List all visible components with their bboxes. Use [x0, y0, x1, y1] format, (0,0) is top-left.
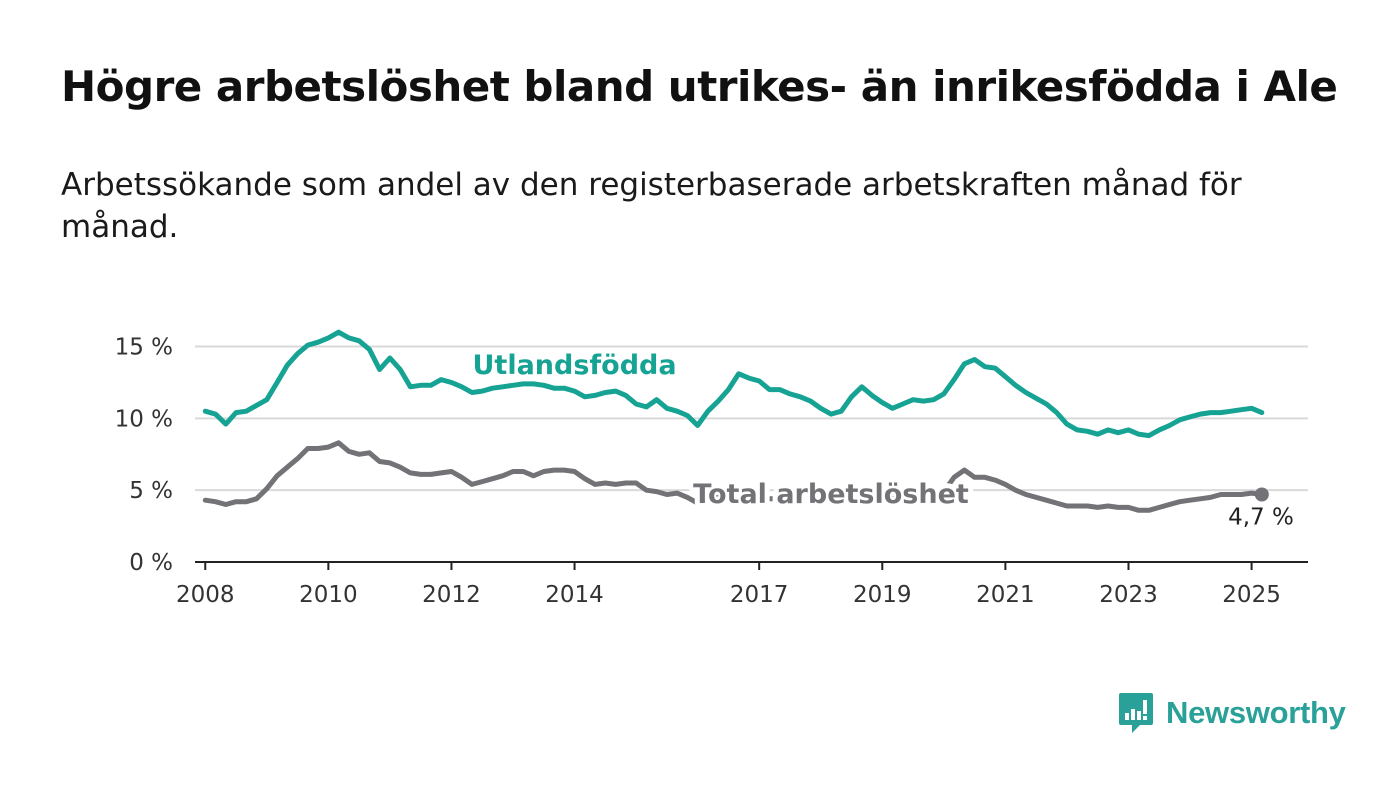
- gridlines: [195, 345, 1308, 563]
- series-line-0: [202, 329, 1265, 439]
- x-tick-label: 2025: [1222, 582, 1281, 608]
- x-tick-label: 2021: [976, 582, 1035, 608]
- x-tick-label: 2008: [176, 582, 235, 608]
- y-axis-ticks: 0 % 5 % 10 % 15 %: [115, 335, 173, 576]
- series-label-halo: Utlandsfödda: [472, 350, 676, 381]
- newsworthy-logo: Newsworthy: [1118, 690, 1346, 736]
- chart-title: Högre arbetslöshet bland utrikes- än inr…: [61, 62, 1338, 111]
- brand-name: Newsworthy: [1166, 695, 1346, 730]
- x-tick-label: 2012: [422, 582, 481, 608]
- series-lines: [202, 329, 1265, 513]
- end-point-marker: [1254, 487, 1269, 502]
- end-value-label: 4,7 %: [1228, 504, 1294, 530]
- series-label-0: Utlandsfödda: [472, 350, 676, 381]
- x-tick-label: 2017: [730, 582, 789, 608]
- newsworthy-icon: [1119, 693, 1153, 733]
- x-tick-label: 2010: [299, 582, 358, 608]
- series-label-halo: Total arbetslöshet: [693, 479, 969, 510]
- x-axis-ticks: 2008 2010 2012 2014 2017 2019 2021 2023 2025: [176, 562, 1281, 608]
- series-line-1: [202, 440, 1265, 513]
- x-tick-label: 2019: [853, 582, 912, 608]
- x-tick-label: 2014: [545, 582, 604, 608]
- y-tick-label: 0 %: [129, 550, 173, 576]
- y-tick-label: 10 %: [115, 406, 173, 432]
- series-label-1: Total arbetslöshet: [693, 479, 969, 510]
- y-tick-label: 15 %: [115, 335, 173, 361]
- chart-subtitle: Arbetssökande som andel av den registerb…: [61, 167, 1242, 245]
- x-tick-label: 2023: [1099, 582, 1158, 608]
- y-tick-label: 5 %: [129, 478, 173, 504]
